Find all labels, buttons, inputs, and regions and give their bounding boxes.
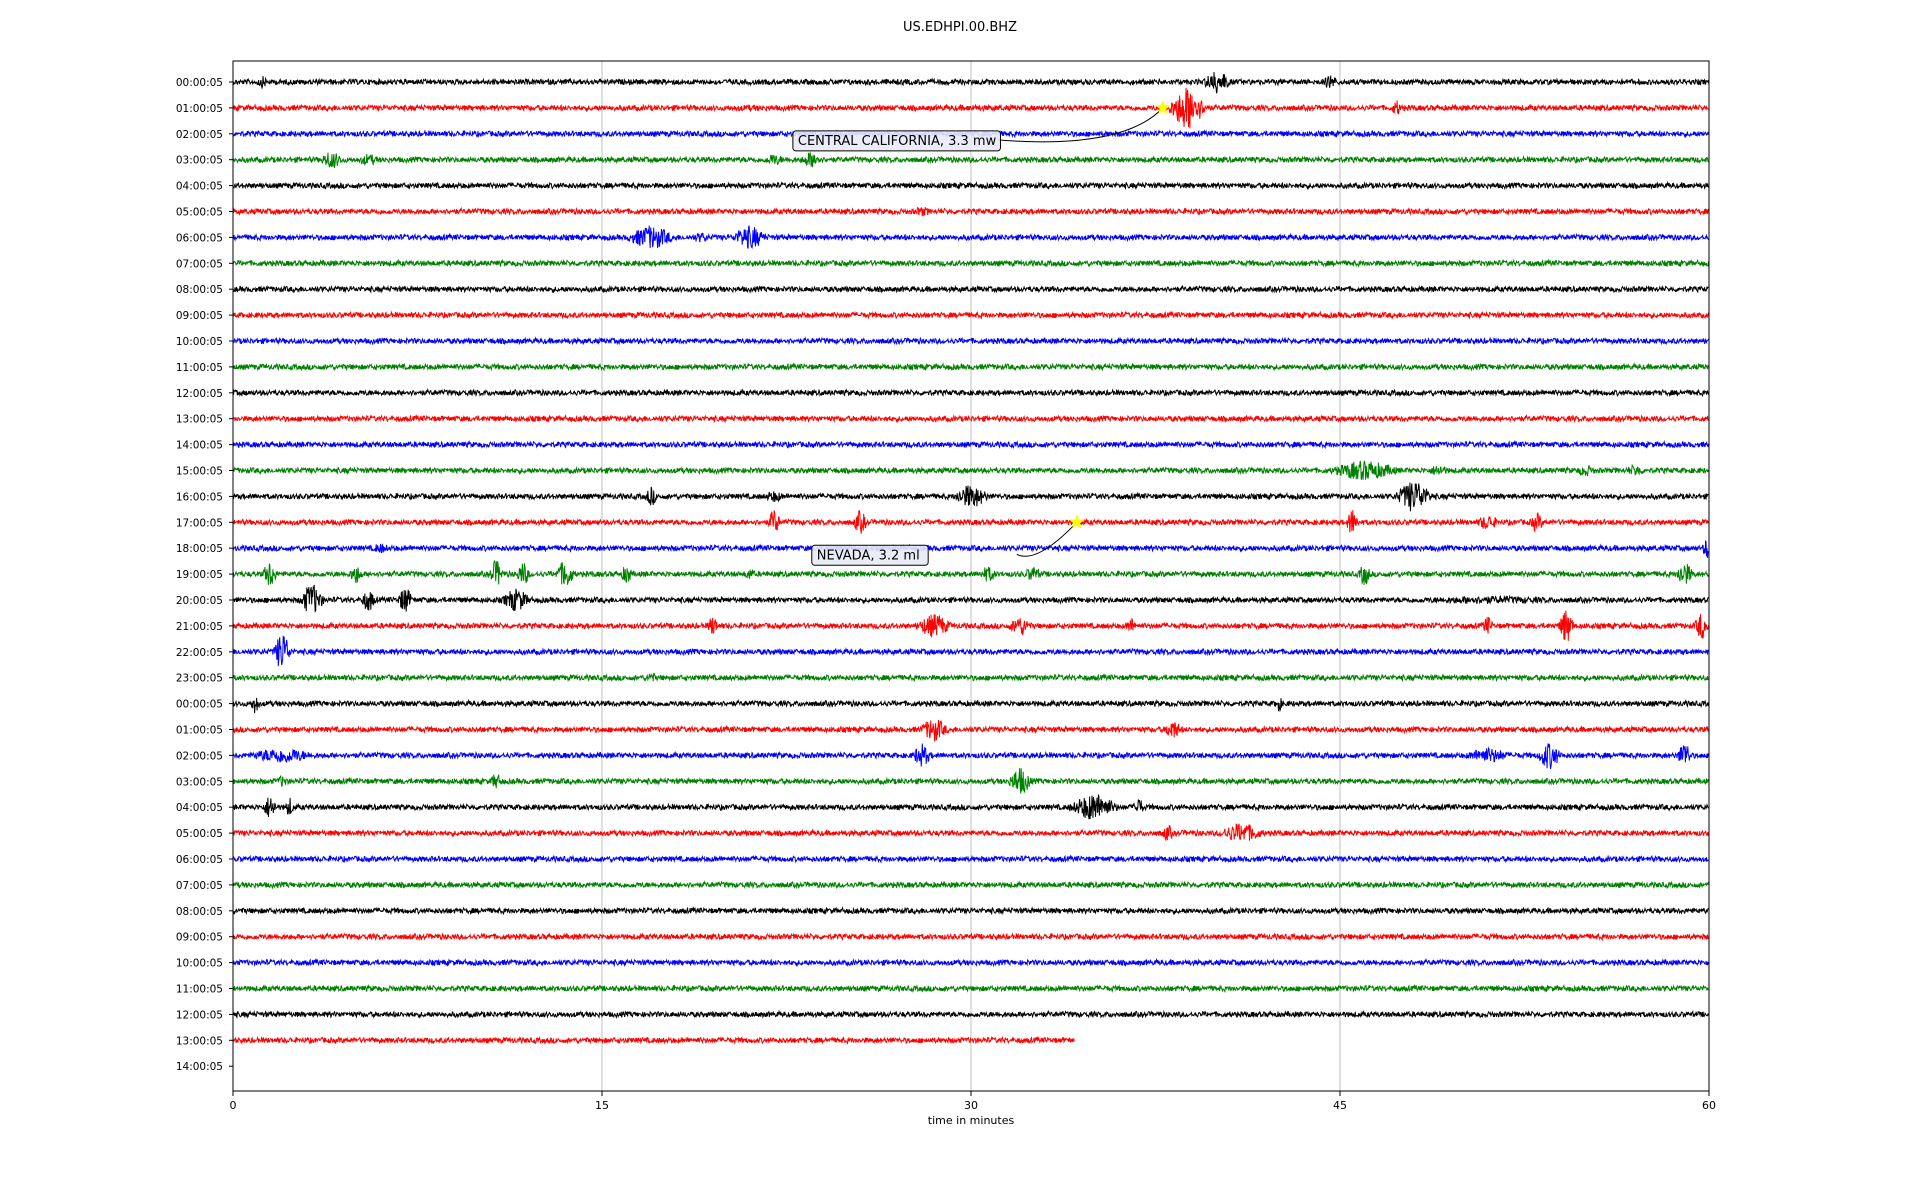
- row-label: 10:00:05: [176, 336, 223, 348]
- trace-line: [232, 206, 1709, 217]
- trace-line: [232, 482, 1709, 512]
- row-labels: 00:00:05 01:00:05 02:00:05 03:00:05 04:00:05…: [176, 77, 233, 1073]
- trace-line: [232, 768, 1709, 794]
- row-label: 18:00:05: [176, 543, 223, 555]
- row-label: 07:00:05: [176, 880, 223, 892]
- row-label: 11:00:05: [176, 984, 223, 996]
- trace-line: [232, 906, 1709, 916]
- row-label: 06:00:05: [176, 232, 223, 244]
- event-label-box: [792, 130, 1001, 152]
- x-axis: 0 15 30 45 60: [230, 1091, 1716, 1112]
- chart-title: US.EDHPI.00.BHZ: [903, 20, 1017, 35]
- row-label: 14:00:05: [176, 440, 223, 452]
- event-label-box: [811, 544, 929, 566]
- trace-line: [232, 1009, 1709, 1020]
- trace-line: [232, 697, 1709, 714]
- event-star-marker: [1155, 99, 1171, 115]
- row-label: 11:00:05: [176, 362, 223, 374]
- row-label: 00:00:05: [176, 77, 223, 89]
- trace-line: [232, 931, 1709, 942]
- row-label: 23:00:05: [176, 673, 223, 685]
- trace-line: [232, 1035, 1075, 1045]
- trace-line: [232, 509, 1709, 534]
- trace-line: [232, 672, 1709, 683]
- trace-line: [232, 610, 1709, 641]
- row-label: 08:00:05: [176, 284, 223, 296]
- x-tick-label: 0: [230, 1099, 237, 1112]
- event-annotations: CENTRAL CALIFORNIA, 3.3 mw NEVADA, 3.2 ml: [792, 99, 1171, 566]
- row-label: 07:00:05: [176, 258, 223, 270]
- plot-frame: [232, 60, 1710, 1092]
- row-label: 19:00:05: [176, 569, 223, 581]
- trace-line: [232, 793, 1709, 820]
- trace-line: [232, 413, 1709, 424]
- trace-line: [232, 880, 1709, 890]
- row-label: 12:00:05: [176, 1009, 223, 1021]
- row-label: 13:00:05: [176, 1035, 223, 1047]
- row-label: 00:00:05: [176, 699, 223, 711]
- x-tick-label: 45: [1333, 1099, 1347, 1112]
- row-label: 21:00:05: [176, 621, 223, 633]
- trace-line: [232, 362, 1709, 372]
- row-label: 22:00:05: [176, 647, 223, 659]
- trace-line: [232, 957, 1709, 968]
- row-label: 06:00:05: [176, 854, 223, 866]
- trace-line: [232, 180, 1709, 191]
- row-label: 09:00:05: [176, 932, 223, 944]
- trace-line: [232, 151, 1709, 169]
- trace-line: [232, 983, 1709, 994]
- row-label: 12:00:05: [176, 388, 223, 400]
- trace-line: [232, 540, 1709, 558]
- row-label: 08:00:05: [176, 906, 223, 918]
- row-label: 14:00:05: [176, 1061, 223, 1073]
- row-label: 17:00:05: [176, 517, 223, 529]
- trace-line: [232, 388, 1709, 398]
- trace-line: [232, 743, 1709, 769]
- trace-line: [232, 439, 1709, 450]
- trace-line: [232, 310, 1709, 320]
- row-label: 02:00:05: [176, 750, 223, 762]
- trace-line: [232, 71, 1709, 94]
- event-label: CENTRAL CALIFORNIA, 3.3 mw: [798, 134, 997, 149]
- row-label: 04:00:05: [176, 181, 223, 193]
- row-label: 02:00:05: [176, 129, 223, 141]
- trace-line: [232, 258, 1709, 268]
- row-label: 01:00:05: [176, 725, 223, 737]
- row-label: 15:00:05: [176, 466, 223, 478]
- annotation-arrow: [1016, 521, 1078, 557]
- trace-line: [232, 584, 1709, 613]
- event-annotation: NEVADA, 3.2 ml: [811, 514, 1085, 566]
- row-label: 13:00:05: [176, 414, 223, 426]
- trace-line: [232, 719, 1709, 742]
- x-tick-label: 60: [1702, 1099, 1716, 1112]
- row-label: 04:00:05: [176, 802, 223, 814]
- trace-line: [232, 225, 1709, 249]
- event-label: NEVADA, 3.2 ml: [817, 548, 920, 563]
- x-tick-label: 15: [595, 1099, 609, 1112]
- trace-line: [232, 87, 1709, 129]
- row-label: 03:00:05: [176, 776, 223, 788]
- trace-line: [232, 635, 1709, 667]
- row-label: 20:00:05: [176, 595, 223, 607]
- row-label: 01:00:05: [176, 103, 223, 115]
- event-annotation: CENTRAL CALIFORNIA, 3.3 mw: [792, 99, 1171, 152]
- row-label: 09:00:05: [176, 310, 223, 322]
- trace-line: [232, 284, 1709, 294]
- trace-line: [232, 559, 1709, 586]
- row-label: 16:00:05: [176, 491, 223, 503]
- row-label: 05:00:05: [176, 207, 223, 219]
- annotation-arrow: [997, 107, 1164, 143]
- trace-line: [232, 823, 1709, 842]
- row-label: 05:00:05: [176, 828, 223, 840]
- row-label: 10:00:05: [176, 958, 223, 970]
- x-tick-label: 30: [964, 1099, 978, 1112]
- trace-line: [232, 460, 1709, 480]
- trace-line: [232, 336, 1709, 346]
- row-label: 03:00:05: [176, 155, 223, 167]
- x-axis-label: time in minutes: [928, 1114, 1015, 1127]
- trace-line: [232, 854, 1709, 864]
- traces: [232, 71, 1709, 1045]
- event-star-marker: [1069, 514, 1085, 529]
